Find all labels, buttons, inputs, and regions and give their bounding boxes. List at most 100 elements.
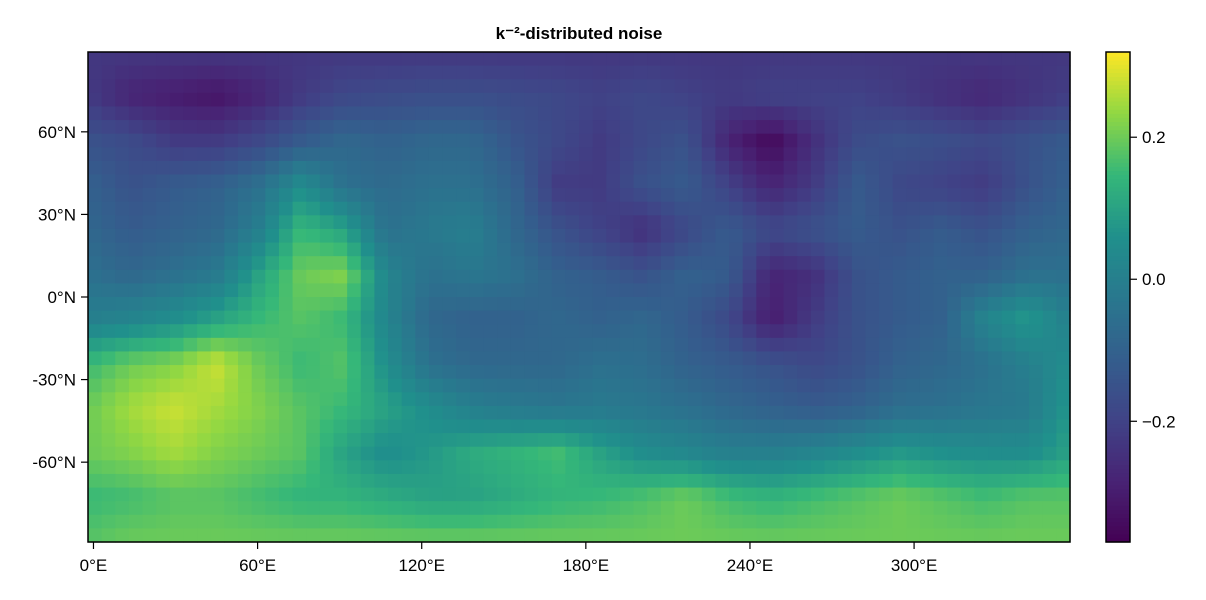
heatmap-cell <box>824 79 839 94</box>
heatmap-cell <box>892 460 907 475</box>
heatmap-cell <box>483 405 498 421</box>
heatmap-cell <box>101 242 116 257</box>
heatmap-cell <box>456 419 471 434</box>
heatmap-cell <box>442 433 457 448</box>
heatmap-cell <box>224 460 239 475</box>
heatmap-cell <box>128 487 144 502</box>
heatmap-cell <box>428 160 444 176</box>
heatmap-cell <box>619 201 635 216</box>
heatmap-cell <box>183 419 198 434</box>
heatmap-cell <box>933 242 948 257</box>
heatmap-cell <box>210 528 225 543</box>
heatmap-cell <box>797 269 812 284</box>
heatmap-cell <box>633 228 648 244</box>
heatmap-cell <box>838 324 853 339</box>
heatmap-cell <box>810 446 826 461</box>
colorbar-segment <box>1106 117 1130 123</box>
heatmap-cell <box>974 120 989 135</box>
heatmap-cell <box>456 92 471 108</box>
heatmap-cell <box>347 446 362 461</box>
heatmap-cell <box>360 460 376 475</box>
heatmap-cell <box>1029 120 1044 135</box>
heatmap-cell <box>892 337 907 353</box>
heatmap-cell <box>606 147 621 162</box>
heatmap-cell <box>265 473 280 489</box>
heatmap-cell <box>538 147 553 162</box>
heatmap-cell <box>483 419 498 434</box>
heatmap-cell <box>1029 419 1044 434</box>
heatmap-cell <box>715 487 730 502</box>
heatmap-cell <box>688 147 703 162</box>
colorbar-segment <box>1106 170 1130 176</box>
heatmap-cell <box>729 501 744 516</box>
heatmap-cell <box>483 365 498 380</box>
heatmap-cell <box>892 201 907 216</box>
heatmap-cell <box>210 392 225 407</box>
heatmap-cell <box>1029 269 1044 284</box>
colorbar-segment <box>1106 194 1130 200</box>
heatmap-cell <box>374 514 389 529</box>
heatmap-cell <box>306 133 321 148</box>
heatmap-cell <box>524 174 539 189</box>
heatmap-cell <box>824 174 839 189</box>
heatmap-cell <box>756 228 771 244</box>
heatmap-cell <box>892 378 907 393</box>
heatmap-cell <box>660 228 676 244</box>
heatmap-cell <box>769 65 785 80</box>
heatmap-cell <box>374 52 389 67</box>
heatmap-cell <box>333 133 348 148</box>
heatmap-cell <box>319 528 335 543</box>
heatmap-cell <box>347 405 362 421</box>
heatmap-cell <box>974 501 989 516</box>
heatmap-cell <box>169 310 185 325</box>
heatmap-cell <box>647 501 662 516</box>
heatmap-cell <box>292 79 307 94</box>
heatmap-cell <box>538 65 553 80</box>
heatmap-cell <box>333 174 348 189</box>
heatmap-cell <box>783 160 798 176</box>
heatmap-cell <box>838 92 853 108</box>
heatmap-cell <box>919 160 935 176</box>
heatmap-cell <box>128 147 144 162</box>
heatmap-cell <box>347 528 362 543</box>
heatmap-cell <box>524 365 539 380</box>
heatmap-cell <box>769 405 785 421</box>
heatmap-cell <box>388 310 403 325</box>
y-tick-label: -60°N <box>32 453 76 472</box>
heatmap-cell <box>197 473 212 489</box>
heatmap-cell <box>401 473 416 489</box>
heatmap-cell <box>1056 528 1071 543</box>
heatmap-cell <box>579 106 594 121</box>
heatmap-cell <box>456 174 471 189</box>
heatmap-cell <box>374 174 389 189</box>
heatmap-cell <box>510 487 526 502</box>
heatmap-cell <box>865 460 880 475</box>
colorbar <box>1106 52 1130 543</box>
heatmap-cell <box>810 351 826 366</box>
heatmap-cell <box>551 65 566 80</box>
heatmap-cell <box>265 92 280 108</box>
heatmap-cell <box>415 147 430 162</box>
heatmap-cell <box>401 160 416 176</box>
heatmap-cell <box>756 419 771 434</box>
heatmap-cell <box>265 446 280 461</box>
heatmap-cell <box>892 528 907 543</box>
heatmap-cell <box>265 487 280 502</box>
heatmap-cell <box>551 433 566 448</box>
heatmap-cell <box>1056 365 1071 380</box>
heatmap-cell <box>947 337 962 353</box>
heatmap-cell <box>538 501 553 516</box>
colorbar-segment <box>1106 158 1130 163</box>
y-tick-label: 60°N <box>38 123 76 142</box>
heatmap-cell <box>115 228 130 244</box>
heatmap-cell <box>824 256 839 271</box>
heatmap-cell <box>128 446 144 461</box>
heatmap-cell <box>169 147 185 162</box>
heatmap-cell <box>510 460 526 475</box>
heatmap-cell <box>497 297 512 312</box>
heatmap-cell <box>947 174 962 189</box>
heatmap-cell <box>824 310 839 325</box>
colorbar-segment <box>1106 472 1130 478</box>
heatmap-cell <box>947 65 962 80</box>
heatmap-cell <box>674 528 689 543</box>
